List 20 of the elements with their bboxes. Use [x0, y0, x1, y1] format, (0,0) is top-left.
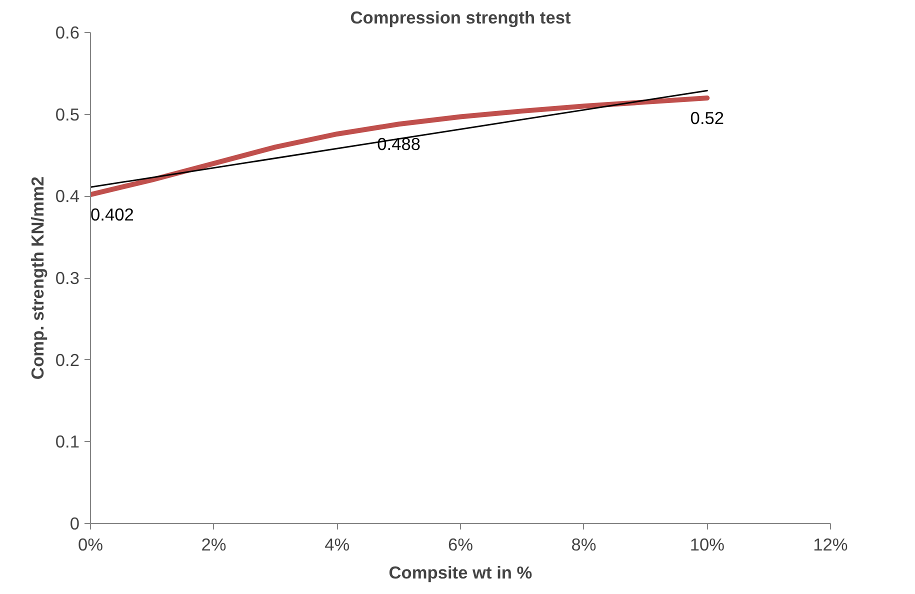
y-tick-label: 0.5 — [55, 104, 80, 124]
x-tick-label: 6% — [448, 534, 474, 554]
y-axis-title: Comp. strength KN/mm2 — [27, 176, 48, 380]
x-tick-label: 0% — [78, 534, 104, 554]
chart-title: Compression strength test — [350, 8, 571, 28]
y-tick-label: 0.3 — [55, 268, 80, 288]
y-tick-label: 0.6 — [55, 22, 80, 42]
x-axis-title: Compsite wt in % — [388, 562, 532, 582]
x-tick-label: 2% — [201, 534, 226, 554]
x-tick-label: 8% — [571, 534, 596, 554]
x-tick-label: 4% — [324, 534, 350, 554]
y-tick-label: 0 — [70, 514, 80, 534]
data-label: 0.52 — [690, 108, 724, 128]
data-label: 0.488 — [377, 134, 421, 154]
y-tick-label: 0.2 — [55, 350, 80, 370]
y-tick-label: 0.4 — [55, 186, 80, 206]
x-tick-label: 12% — [813, 534, 848, 554]
x-tick-label: 10% — [690, 534, 725, 554]
y-tick-label: 0.1 — [55, 432, 80, 452]
data-label: 0.402 — [90, 204, 134, 225]
